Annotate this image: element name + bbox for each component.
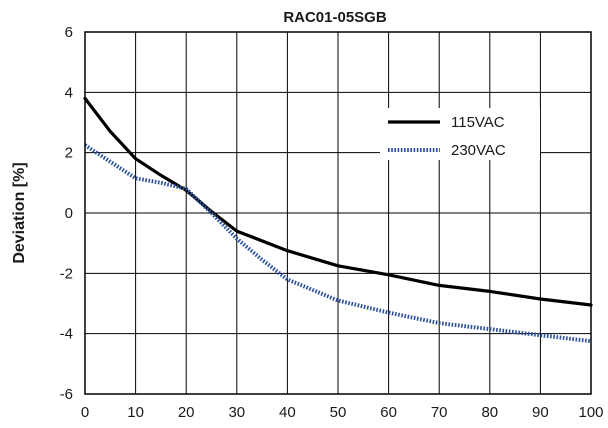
legend: 115VAC 230VAC [380, 108, 540, 160]
x-tick-label: 90 [532, 404, 549, 421]
grid [84, 31, 592, 395]
x-tick-label: 30 [228, 404, 245, 421]
x-tick-label: 0 [81, 404, 89, 421]
x-tick-label: 50 [330, 404, 347, 421]
y-tick-label: -4 [60, 326, 73, 343]
y-tick-labels: 6 4 2 0 -2 -4 -6 [60, 24, 73, 403]
y-tick-label: 2 [65, 145, 73, 162]
x-tick-label: 40 [279, 404, 296, 421]
legend-label: 230VAC [451, 142, 506, 159]
y-tick-label: 0 [65, 205, 73, 222]
y-tick-label: 4 [65, 84, 73, 101]
y-tick-label: -2 [60, 265, 73, 282]
x-tick-label: 20 [178, 404, 195, 421]
series-layer [83, 96, 593, 344]
x-tick-label: 70 [431, 404, 448, 421]
x-tick-label: 10 [127, 404, 144, 421]
y-tick-label: -6 [60, 386, 73, 403]
x-tick-label: 100 [578, 404, 603, 421]
y-tick-label: 6 [65, 24, 73, 41]
chart-title: RAC01-05SGB [283, 9, 387, 26]
plot-frame [84, 31, 592, 395]
legend-background [380, 108, 540, 160]
x-tick-label: 60 [380, 404, 397, 421]
legend-label: 115VAC [451, 114, 505, 131]
x-tick-label: 80 [481, 404, 498, 421]
y-axis-label: Deviation [%] [11, 162, 28, 263]
x-tick-labels: 0 10 20 30 40 50 60 70 80 90 100 [81, 404, 604, 421]
series-line-115vac [83, 96, 593, 307]
